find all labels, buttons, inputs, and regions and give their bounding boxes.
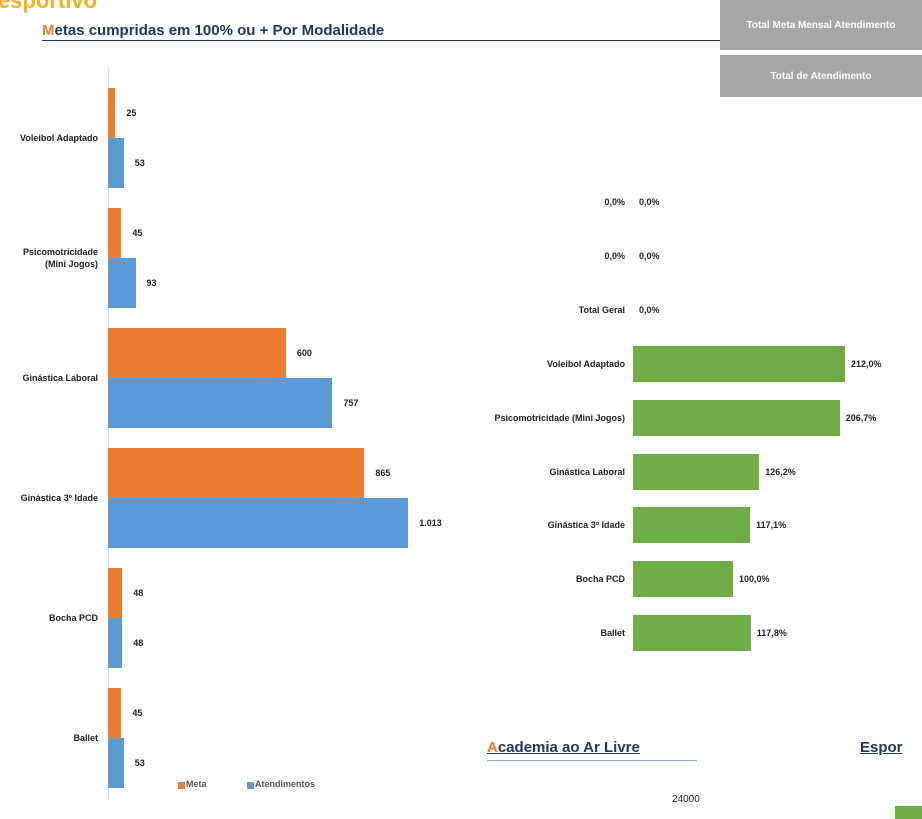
bar <box>108 448 365 498</box>
value-label: 0,0% <box>639 304 660 315</box>
category-label: Total Geral <box>578 304 625 315</box>
side-box: Total de Atendimento <box>720 55 922 97</box>
legend-swatch <box>247 782 254 789</box>
bar <box>108 498 409 548</box>
brand: esportivo <box>0 0 98 13</box>
value-label: 0,0% <box>639 250 660 261</box>
bar <box>633 345 845 382</box>
value-label: 93 <box>146 278 157 288</box>
value-label: 48 <box>133 638 144 648</box>
value-label: 1.013 <box>419 518 442 528</box>
value-label: 212,0% <box>851 358 882 369</box>
bar <box>108 688 122 738</box>
bar <box>108 328 286 378</box>
legend-label: Meta <box>186 779 207 789</box>
value-label: 206,7% <box>845 412 877 423</box>
page-title: Metas cumpridas em 100% ou + Por Modalid… <box>42 22 385 39</box>
value-label: 45 <box>132 228 143 238</box>
value-label: 100,0% <box>739 574 770 585</box>
bar <box>108 258 136 308</box>
title-underline <box>42 40 722 41</box>
legend-swatch <box>178 782 185 789</box>
category-label: Psicomotricidade (Mini Jogos) <box>494 412 625 423</box>
side-box: Total Meta Mensal Atendimento <box>720 0 922 50</box>
bar <box>108 738 124 788</box>
category-label: Ginástica Laboral <box>22 373 98 383</box>
section-title: Academia ao Ar Livre <box>487 739 640 756</box>
category-label: 0,0% <box>604 197 625 207</box>
value-label: 48 <box>133 588 144 598</box>
category-label: Bocha PCD <box>575 574 625 585</box>
value-label: 126,2% <box>765 466 796 477</box>
bar <box>633 507 751 544</box>
legend-swatch <box>895 806 922 819</box>
category-label: Bocha PCD <box>48 613 98 623</box>
bar <box>108 88 116 138</box>
category-label: Ginástica Laboral <box>549 466 625 477</box>
bar <box>108 568 123 618</box>
legend-label: Atendimentos <box>255 779 316 789</box>
value-label: 0,0% <box>639 197 660 207</box>
category-label: Ballet <box>73 733 98 743</box>
value-label: 117,8% <box>756 628 787 639</box>
bar <box>633 561 733 598</box>
value-label: 25 <box>126 108 137 118</box>
category-label: Voleibol Adaptado <box>20 133 98 143</box>
value-label: 865 <box>375 468 391 478</box>
axis-line <box>108 68 109 798</box>
category-label: Ginástica 3º Idade <box>547 520 625 531</box>
category-label: Ballet <box>600 628 625 639</box>
category-label: Ginástica 3º Idade <box>20 493 98 503</box>
value-label: 45 <box>132 708 143 718</box>
bar <box>108 138 124 188</box>
section-title: Espor <box>860 739 903 756</box>
value-label: 757 <box>343 398 359 408</box>
bar <box>108 378 333 428</box>
section-underline <box>487 760 697 761</box>
value-label: 117,1% <box>756 520 787 531</box>
bar <box>108 208 122 258</box>
bar <box>633 615 751 652</box>
bar <box>633 399 840 436</box>
category-label: Voleibol Adaptado <box>547 358 625 369</box>
value-label: 53 <box>134 158 145 168</box>
value-label: 53 <box>134 758 145 768</box>
value-label: 600 <box>296 348 312 358</box>
category-label: Psicomotricidade (Mini Jogos) <box>22 247 98 269</box>
footer-number: 24000 <box>672 794 700 805</box>
bar <box>633 453 760 490</box>
bar <box>108 618 123 668</box>
category-label: 0,0% <box>604 250 625 261</box>
